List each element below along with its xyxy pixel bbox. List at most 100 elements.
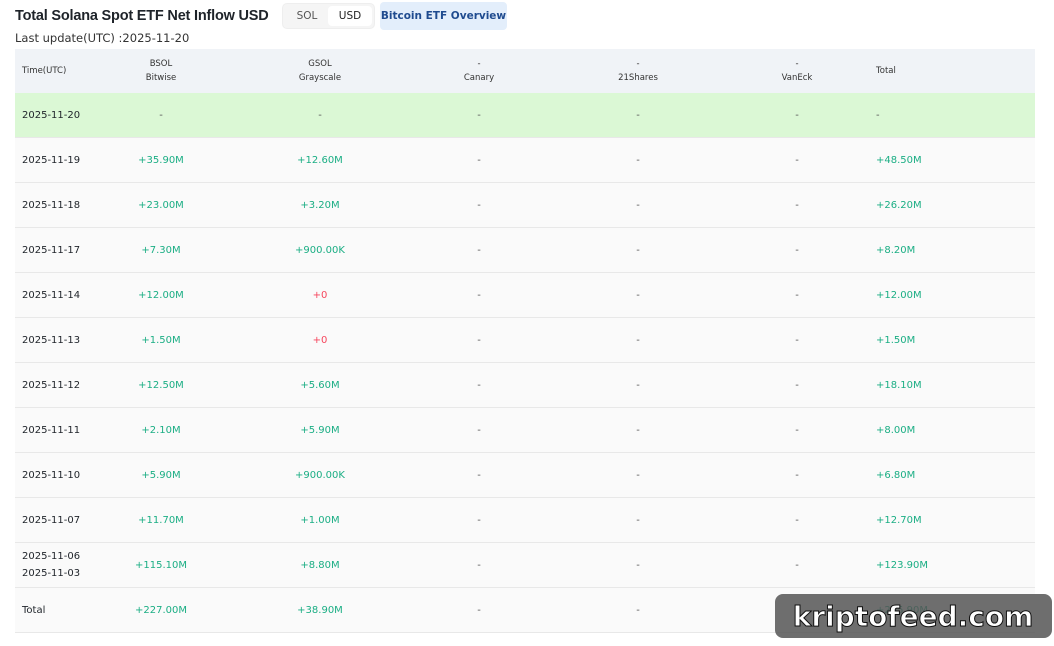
header-ticker: GSOL [308, 59, 332, 69]
table-cell: - [559, 183, 718, 227]
table-cell: +48.50M [876, 138, 922, 182]
table-cell: +5.60M [241, 363, 400, 407]
table-cell: - [718, 138, 877, 182]
cell-value: +5.90M [141, 469, 181, 481]
table-cell: - [559, 138, 718, 182]
cell-value: +1.00M [300, 514, 340, 526]
cell-value: +1.50M [141, 334, 181, 346]
table-cell: - [559, 498, 718, 542]
table-cell: +5.90M [241, 408, 400, 452]
cell-value: 2025-11-19 [22, 154, 81, 166]
cell-value: - [636, 109, 640, 121]
table-row: 2025-11-10 +5.90M +900.00K - - - +6.80M [15, 453, 1035, 498]
table-cell: - [718, 228, 877, 272]
cell-value: - [636, 289, 640, 301]
cell-value: 2025-11-12 [22, 379, 81, 391]
table-cell: +8.80M [241, 543, 400, 587]
table-cell: - [718, 318, 877, 362]
cell-value: +0 [312, 334, 328, 346]
table-cell: +26.20M [876, 183, 922, 227]
cell-value: 2025-11-10 [22, 469, 81, 481]
table-cell: 2025-11-06 2025-11-03 [22, 543, 80, 587]
table-row: 2025-11-11 +2.10M +5.90M - - - +8.00M [15, 408, 1035, 453]
table-row: 2025-11-19 +35.90M +12.60M - - - +48.50M [15, 138, 1035, 183]
table-cell: 2025-11-14 [22, 273, 80, 317]
table-cell: - [400, 93, 559, 137]
table-cell: +12.60M [241, 138, 400, 182]
cell-value: - [477, 244, 481, 256]
cell-value: - [636, 379, 640, 391]
cell-value: - [477, 514, 481, 526]
cell-value: Total [22, 604, 46, 616]
cell-value: +900.00K [295, 244, 345, 256]
table-cell: - [718, 93, 877, 137]
cell-value: - [477, 604, 481, 616]
cell-value: - [636, 514, 640, 526]
table-cell: - [400, 273, 559, 317]
toggle-option[interactable]: SOL [296, 10, 318, 22]
table-row: 2025-11-14 +12.00M +0 - - - +12.00M [15, 273, 1035, 318]
cell-value: - [477, 154, 481, 166]
cell-value: - [876, 109, 880, 121]
title: Total Solana Spot ETF Net Inflow USD [15, 8, 269, 24]
cell-value: +35.90M [138, 154, 184, 166]
cell-value: +115.10M [135, 559, 187, 571]
header-row: Time(UTC) BSOL Bitwise GSOL Grayscale - Canary… [15, 49, 1035, 93]
table-cell: - [718, 363, 877, 407]
cell-value: +227.00M [135, 604, 187, 616]
table-cell: +8.00M [876, 408, 915, 452]
table-cell: 2025-11-07 [22, 498, 80, 542]
cell-value: +2.10M [141, 424, 181, 436]
cell-value: +1.50M [876, 334, 916, 346]
cell-value: +900.00K [295, 469, 345, 481]
table-cell: +3.20M [241, 183, 400, 227]
table-cell: - [559, 273, 718, 317]
table-cell: +123.90M [876, 543, 928, 587]
toggle-option[interactable]: USD [328, 6, 372, 26]
watermark-text: kriptofeed.com [793, 600, 1034, 633]
cell-value: 2025-11-07 [22, 514, 81, 526]
table-cell: +0 [241, 318, 400, 362]
header-cell: - Canary [400, 49, 559, 93]
cell-value: - [477, 109, 481, 121]
cell-value: +12.60M [297, 154, 343, 166]
table-cell: 2025-11-19 [22, 138, 80, 182]
cell-value: +3.20M [300, 199, 340, 211]
cell-value: - [636, 424, 640, 436]
table-cell: 2025-11-12 [22, 363, 80, 407]
table-row: 2025-11-17 +7.30M +900.00K - - - +8.20M [15, 228, 1035, 273]
cell-value: - [795, 199, 799, 211]
table-cell: - [559, 228, 718, 272]
table-row: 2025-11-07 +11.70M +1.00M - - - +12.70M [15, 498, 1035, 543]
table-cell: - [400, 363, 559, 407]
header-ticker: - [795, 59, 799, 69]
table-cell: - [400, 453, 559, 497]
header-issuer: Bitwise [145, 73, 177, 83]
table-cell: - [82, 93, 241, 137]
table-cell: - [400, 408, 559, 452]
table-cell: +115.10M [82, 543, 241, 587]
table-cell: 2025-11-10 [22, 453, 80, 497]
table-cell: - [400, 228, 559, 272]
cell-value: - [159, 109, 163, 121]
table-cell: - [718, 498, 877, 542]
header-issuer: Canary [463, 73, 495, 83]
last-update: Last update(UTC) :2025-11-20 [15, 31, 190, 45]
table-cell: +38.90M [241, 588, 400, 632]
table-cell: - [559, 363, 718, 407]
cell-value: - [318, 109, 322, 121]
table-cell: - [718, 453, 877, 497]
table-cell: +227.00M [82, 588, 241, 632]
cell-value: +6.80M [876, 469, 916, 481]
table-cell: - [400, 318, 559, 362]
header-cell: GSOL Grayscale [241, 49, 400, 93]
cell-value: 2025-11-18 [22, 199, 81, 211]
cell-value: +12.00M [876, 289, 922, 301]
cell-value: - [795, 289, 799, 301]
header-ticker: BSOL [149, 59, 173, 69]
header-cell: Total [876, 49, 896, 93]
overview-button[interactable]: Bitcoin ETF Overview [380, 2, 507, 30]
cell-value: +23.00M [138, 199, 184, 211]
cell-value: +12.00M [138, 289, 184, 301]
